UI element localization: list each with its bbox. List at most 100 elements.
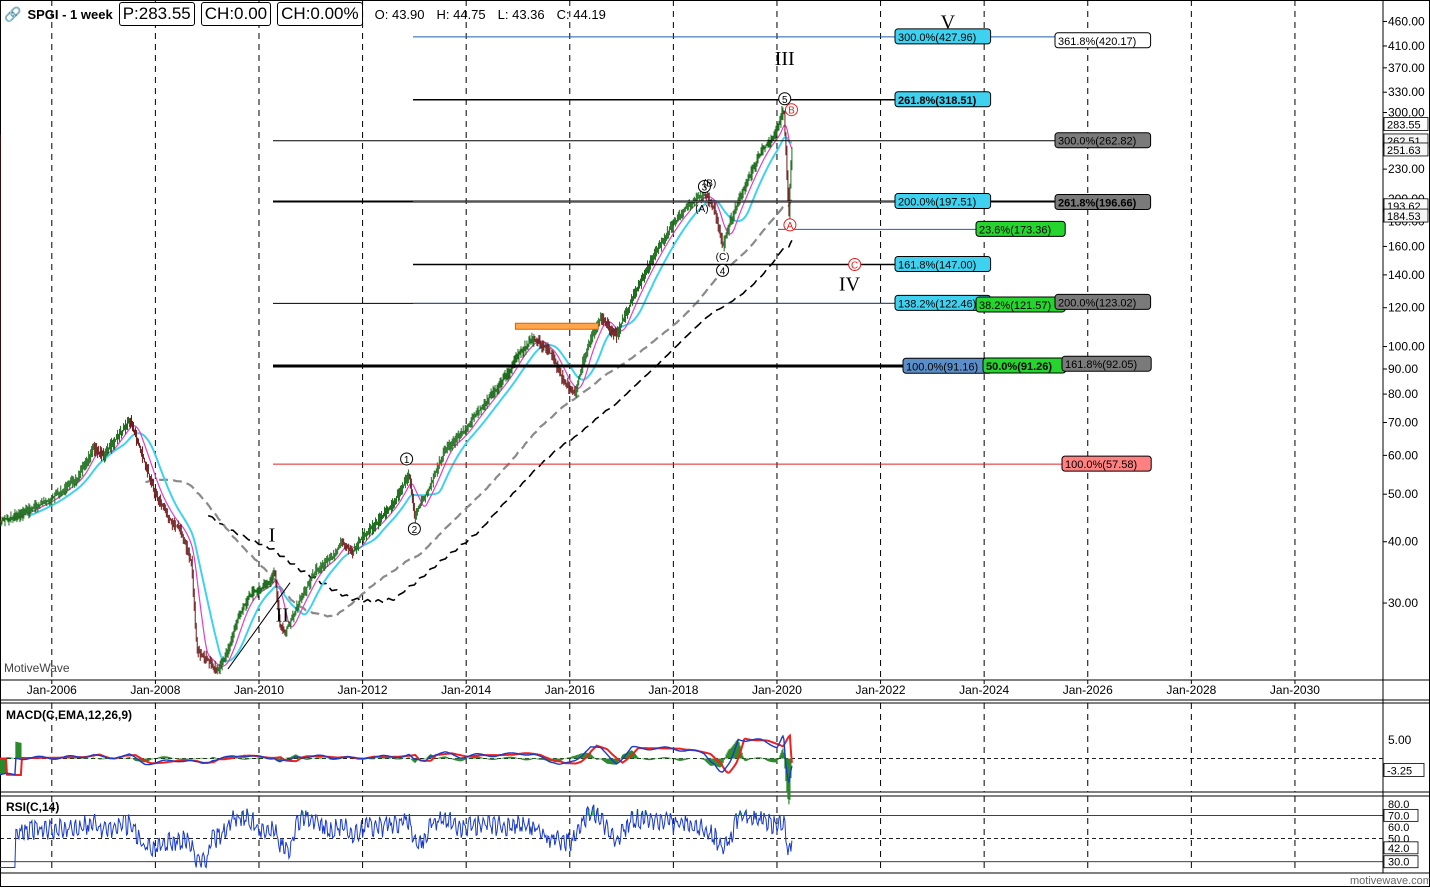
- fib-label-text: 161.8%(92.05): [1065, 359, 1137, 371]
- minor-wave-circle: [697, 179, 711, 193]
- rsi-tick-box: [1383, 808, 1419, 822]
- x-tick-label: Jan-2016: [545, 683, 595, 697]
- subwave-label: (A): [695, 204, 708, 215]
- macd-value-box: [1383, 763, 1425, 777]
- y-tick-label: 90.00: [1388, 362, 1418, 376]
- change-box: CH:0.00: [200, 2, 272, 26]
- fib-label: 138.2%(122.46): [894, 294, 992, 311]
- y-tick-label: 460.00: [1388, 14, 1425, 28]
- minor-wave-circle: [716, 263, 730, 277]
- fib-label-box: [1054, 293, 1152, 310]
- y-tick-label: 140.00: [1388, 268, 1425, 282]
- y-tick-label: 30.00: [1388, 596, 1418, 610]
- corrective-wave-marker: C: [848, 257, 862, 271]
- fib-label: 100.0%(91.16): [902, 357, 993, 374]
- fib-label: 161.8%(92.05): [1061, 355, 1152, 372]
- minor-wave-circle: [400, 452, 414, 466]
- y-tick-label: 330.00: [1388, 85, 1425, 99]
- y-tick-label: 410.00: [1388, 39, 1425, 53]
- fib-label-box: [1054, 193, 1152, 210]
- rsi-tick-label: 60.0: [1388, 822, 1409, 834]
- minor-wave-text: 3: [702, 182, 708, 193]
- y-tick-label: 120.00: [1388, 301, 1425, 315]
- price-tag-label: 283.55: [1387, 120, 1421, 132]
- x-tick-label: Jan-2008: [130, 683, 180, 697]
- minor-wave-text: 4: [720, 266, 726, 277]
- y-tick-label: 370.00: [1388, 61, 1425, 75]
- corrective-wave-text: A: [787, 221, 794, 232]
- minor-wave-marker: 3: [697, 179, 711, 193]
- rsi-tick-box: [1383, 841, 1419, 855]
- x-tick-label: Jan-2026: [1063, 683, 1113, 697]
- ema-magenta: [13, 124, 793, 668]
- rsi-tick-label: 70.0: [1388, 810, 1409, 822]
- wave-label-V: V: [941, 12, 956, 34]
- fib-label-box: [894, 91, 992, 108]
- close-value: C: 44.19: [556, 6, 606, 22]
- macd-value-label: -3.25: [1387, 766, 1412, 778]
- fib-label-box: [894, 193, 992, 210]
- x-tick-label: Jan-2028: [1166, 683, 1216, 697]
- fib-label-box: [1061, 355, 1152, 372]
- fib-label-text: 261.8%(196.66): [1058, 197, 1137, 209]
- y-tick-label: 160.00: [1388, 239, 1425, 253]
- x-tick-label: Jan-2020: [752, 683, 802, 697]
- price-tag-box: [1383, 142, 1429, 157]
- fib-label-box: [1061, 455, 1152, 472]
- x-tick-label: Jan-2022: [856, 683, 906, 697]
- fib-label: 261.8%(318.51): [894, 91, 992, 108]
- x-tick-label: Jan-2006: [27, 683, 77, 697]
- y-tick-label: 300.00: [1388, 106, 1425, 120]
- rsi-overbought-fills: [93, 804, 781, 816]
- rsi-title: RSI(C,14): [6, 800, 59, 814]
- fib-label-text: 100.0%(91.16): [906, 361, 978, 373]
- minor-wave-text: 5: [782, 95, 788, 106]
- fib-label: 23.6%(173.36): [975, 220, 1066, 237]
- y-tick-label: 100.00: [1388, 340, 1425, 354]
- open-value: O: 43.90: [374, 6, 425, 22]
- wave-label-III: III: [775, 48, 795, 70]
- trend-line: [227, 582, 291, 670]
- price-tag-box: [1383, 208, 1429, 223]
- corrective-wave-marker: A: [783, 218, 797, 232]
- fib-label: 100.0%(57.58): [1061, 455, 1152, 472]
- macd-tick-label: 5.00: [1388, 733, 1412, 747]
- corrective-wave-circle: [783, 218, 797, 232]
- link-icon[interactable]: 🔗: [4, 5, 22, 22]
- resistance-box: [514, 322, 599, 330]
- y-tick-label: 50.00: [1388, 487, 1418, 501]
- fib-label: 300.0%(262.82): [1054, 132, 1152, 149]
- subwave-label: (C): [716, 252, 730, 263]
- rsi-line: [0, 804, 793, 869]
- corrective-wave-circle: [848, 257, 862, 271]
- macd-histogram: [0, 739, 793, 805]
- minor-wave-marker: 1: [400, 452, 414, 466]
- y-tick-label: 40.00: [1388, 535, 1418, 549]
- fib-label-text: 138.2%(122.46): [898, 298, 976, 310]
- wave-label-II: II: [276, 605, 289, 627]
- ma-gray-dashed: [145, 199, 793, 618]
- fib-label-box: [1054, 132, 1152, 149]
- minor-wave-marker: 4: [716, 263, 730, 277]
- price-tag-label: 251.63: [1387, 145, 1421, 157]
- fib-label: 161.8%(147.00): [894, 255, 992, 272]
- price-tag-box: [1383, 117, 1429, 131]
- fib-label: 200.0%(123.02): [1054, 293, 1152, 310]
- high-value: H: 44.75: [436, 6, 486, 22]
- x-tick-label: Jan-2010: [234, 683, 284, 697]
- chart-header: 🔗 SPGI - 1 week P:283.55 CH:0.00 CH:0.00…: [4, 2, 606, 26]
- x-tick-label: Jan-2030: [1270, 683, 1320, 697]
- symbol-label[interactable]: SPGI - 1 week: [27, 6, 113, 22]
- fib-label: 200.0%(197.51): [894, 193, 992, 210]
- change-pct-box: CH:0.00%: [277, 2, 363, 26]
- x-tick-label: Jan-2012: [338, 683, 388, 697]
- y-tick-label: 60.00: [1388, 448, 1418, 462]
- macd-title: MACD(C,EMA,12,26,9): [6, 708, 132, 722]
- fib-label-text: 200.0%(197.51): [898, 197, 976, 209]
- price-tag-label: 184.53: [1387, 211, 1421, 223]
- wave-label-IV: IV: [839, 274, 861, 296]
- fib-label: 300.0%(427.96): [894, 28, 992, 45]
